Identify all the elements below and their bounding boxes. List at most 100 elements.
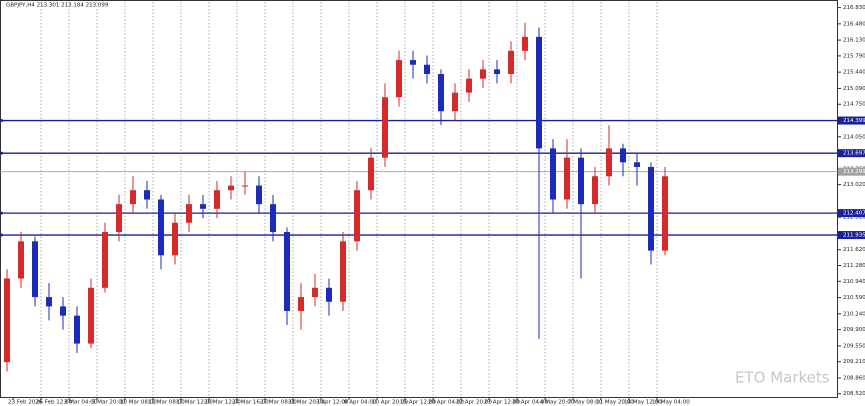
candle-body xyxy=(620,148,626,163)
candle-body xyxy=(158,199,164,256)
candle-body xyxy=(340,241,346,302)
y-tick-label: 210.940 xyxy=(843,279,865,285)
candle-body xyxy=(18,241,24,279)
y-tick-label: 208.520 xyxy=(843,391,865,397)
candle-body xyxy=(200,204,206,209)
x-tick-label: 31 Mar 20:00 xyxy=(288,400,325,406)
candle-body xyxy=(186,204,192,223)
y-tick-label: 214.750 xyxy=(843,102,865,108)
y-tick-label: 215.090 xyxy=(843,86,865,92)
candle-body xyxy=(536,36,542,149)
candle-body xyxy=(214,190,220,209)
candle-body xyxy=(326,287,332,302)
x-tick-label: 26 Feb 12:00 xyxy=(36,400,73,406)
x-tick-label: 22 Apr 20:00 xyxy=(456,400,492,406)
level-label: 214.399 xyxy=(843,118,865,124)
y-tick-label: 213.020 xyxy=(843,182,865,188)
x-tick-label: 8 Apr 04:00 xyxy=(344,400,377,406)
x-tick-label: 15 Apr 12:00 xyxy=(400,400,436,406)
candle-body xyxy=(46,297,52,307)
x-tick-label: 3 Apr 12:00 xyxy=(316,400,349,406)
candle-body xyxy=(228,185,234,191)
level-label-box xyxy=(838,231,865,240)
price-label: 213.299 xyxy=(843,169,865,175)
y-tick-label: 216.130 xyxy=(843,38,865,44)
x-tick-label: 19 May 04:00 xyxy=(652,400,690,406)
level-anchor xyxy=(0,119,3,123)
y-tick-label: 216.830 xyxy=(843,5,865,11)
y-tick-label: 210.240 xyxy=(843,311,865,317)
candle-body xyxy=(522,36,528,51)
candle-body xyxy=(634,162,640,167)
x-tick-label: 10 Mar 08:00 xyxy=(120,400,157,406)
level-label: 212.407 xyxy=(843,211,865,217)
candle-body xyxy=(312,287,318,298)
level-label: 211.935 xyxy=(843,233,865,239)
x-tick-label: 27 Mar 08:00 xyxy=(260,400,297,406)
candle-body xyxy=(368,157,374,191)
level-anchor xyxy=(0,211,3,215)
x-tick-label: 20 Mar 12:00 xyxy=(204,400,241,406)
level-anchor xyxy=(0,233,3,237)
level-label: 213.697 xyxy=(843,151,865,157)
candle-body xyxy=(270,204,276,233)
x-tick-label: 4 May 20:00 xyxy=(540,400,575,406)
level-label-box xyxy=(838,209,865,218)
price-label-box xyxy=(838,167,865,176)
candle-body xyxy=(648,166,654,251)
candle-body xyxy=(410,60,416,65)
x-tick-label: 20 Apr 04:00 xyxy=(428,400,464,406)
level-label-box xyxy=(838,149,865,158)
y-tick-label: 209.550 xyxy=(843,343,865,349)
candle-body xyxy=(592,176,598,205)
x-tick-label: 27 Apr 12:00 xyxy=(484,400,520,406)
candle-body xyxy=(662,176,668,251)
x-tick-label: 17 Mar 12:00 xyxy=(176,400,213,406)
candle-body xyxy=(116,204,122,233)
x-tick-label: 24 Mar 16:00 xyxy=(232,400,269,406)
candle-body xyxy=(130,190,136,205)
candle-body xyxy=(354,190,360,242)
y-tick-label: 216.480 xyxy=(843,21,865,27)
candle-body xyxy=(144,190,150,200)
y-tick-label: 209.210 xyxy=(843,359,865,365)
x-tick-label: 5 Mar 20:00 xyxy=(92,400,126,406)
candle-body xyxy=(172,222,178,256)
candle-body xyxy=(396,60,402,98)
candle-body xyxy=(60,306,66,316)
candle-body xyxy=(550,148,556,200)
y-tick-label: 215.790 xyxy=(843,53,865,59)
x-tick-label: 11 May 20:00 xyxy=(596,400,634,406)
candle-body xyxy=(452,92,458,112)
candle-body xyxy=(466,78,472,93)
x-tick-label: 7 May 08:00 xyxy=(568,400,603,406)
y-tick-label: 208.860 xyxy=(843,375,865,381)
candle-body xyxy=(74,315,80,344)
candle-body xyxy=(242,185,248,187)
candle-body xyxy=(578,157,584,205)
y-tick-label: 210.590 xyxy=(843,295,865,301)
x-tick-label: 13 Mar 08:00 xyxy=(148,400,185,406)
y-tick-label: 214.050 xyxy=(843,134,865,140)
x-tick-label: 10 Apr 20:00 xyxy=(372,400,408,406)
candle-body xyxy=(382,97,388,158)
level-anchor xyxy=(0,151,3,155)
candle-body xyxy=(480,69,486,79)
candle-body xyxy=(284,232,290,312)
level-label-box xyxy=(838,116,865,125)
candle-body xyxy=(298,297,304,312)
candle-body xyxy=(32,241,38,298)
candle-body xyxy=(102,232,108,288)
chart-title: GBPJPY,H4 213.301 213.184 213.099 xyxy=(6,3,109,9)
candle-body xyxy=(88,287,94,344)
x-tick-label: 23 Feb 2026 xyxy=(8,400,43,406)
plot-frame xyxy=(0,0,838,398)
candle-body xyxy=(424,64,430,75)
x-tick-label: 30 Apr 04:00 xyxy=(512,400,548,406)
watermark: ETO Markets xyxy=(735,369,830,387)
y-tick-label: 215.440 xyxy=(843,70,865,76)
y-tick-label: 209.900 xyxy=(843,327,865,333)
candle-body xyxy=(438,74,444,112)
x-tick-label: 3 Mar 04:00 xyxy=(64,400,98,406)
